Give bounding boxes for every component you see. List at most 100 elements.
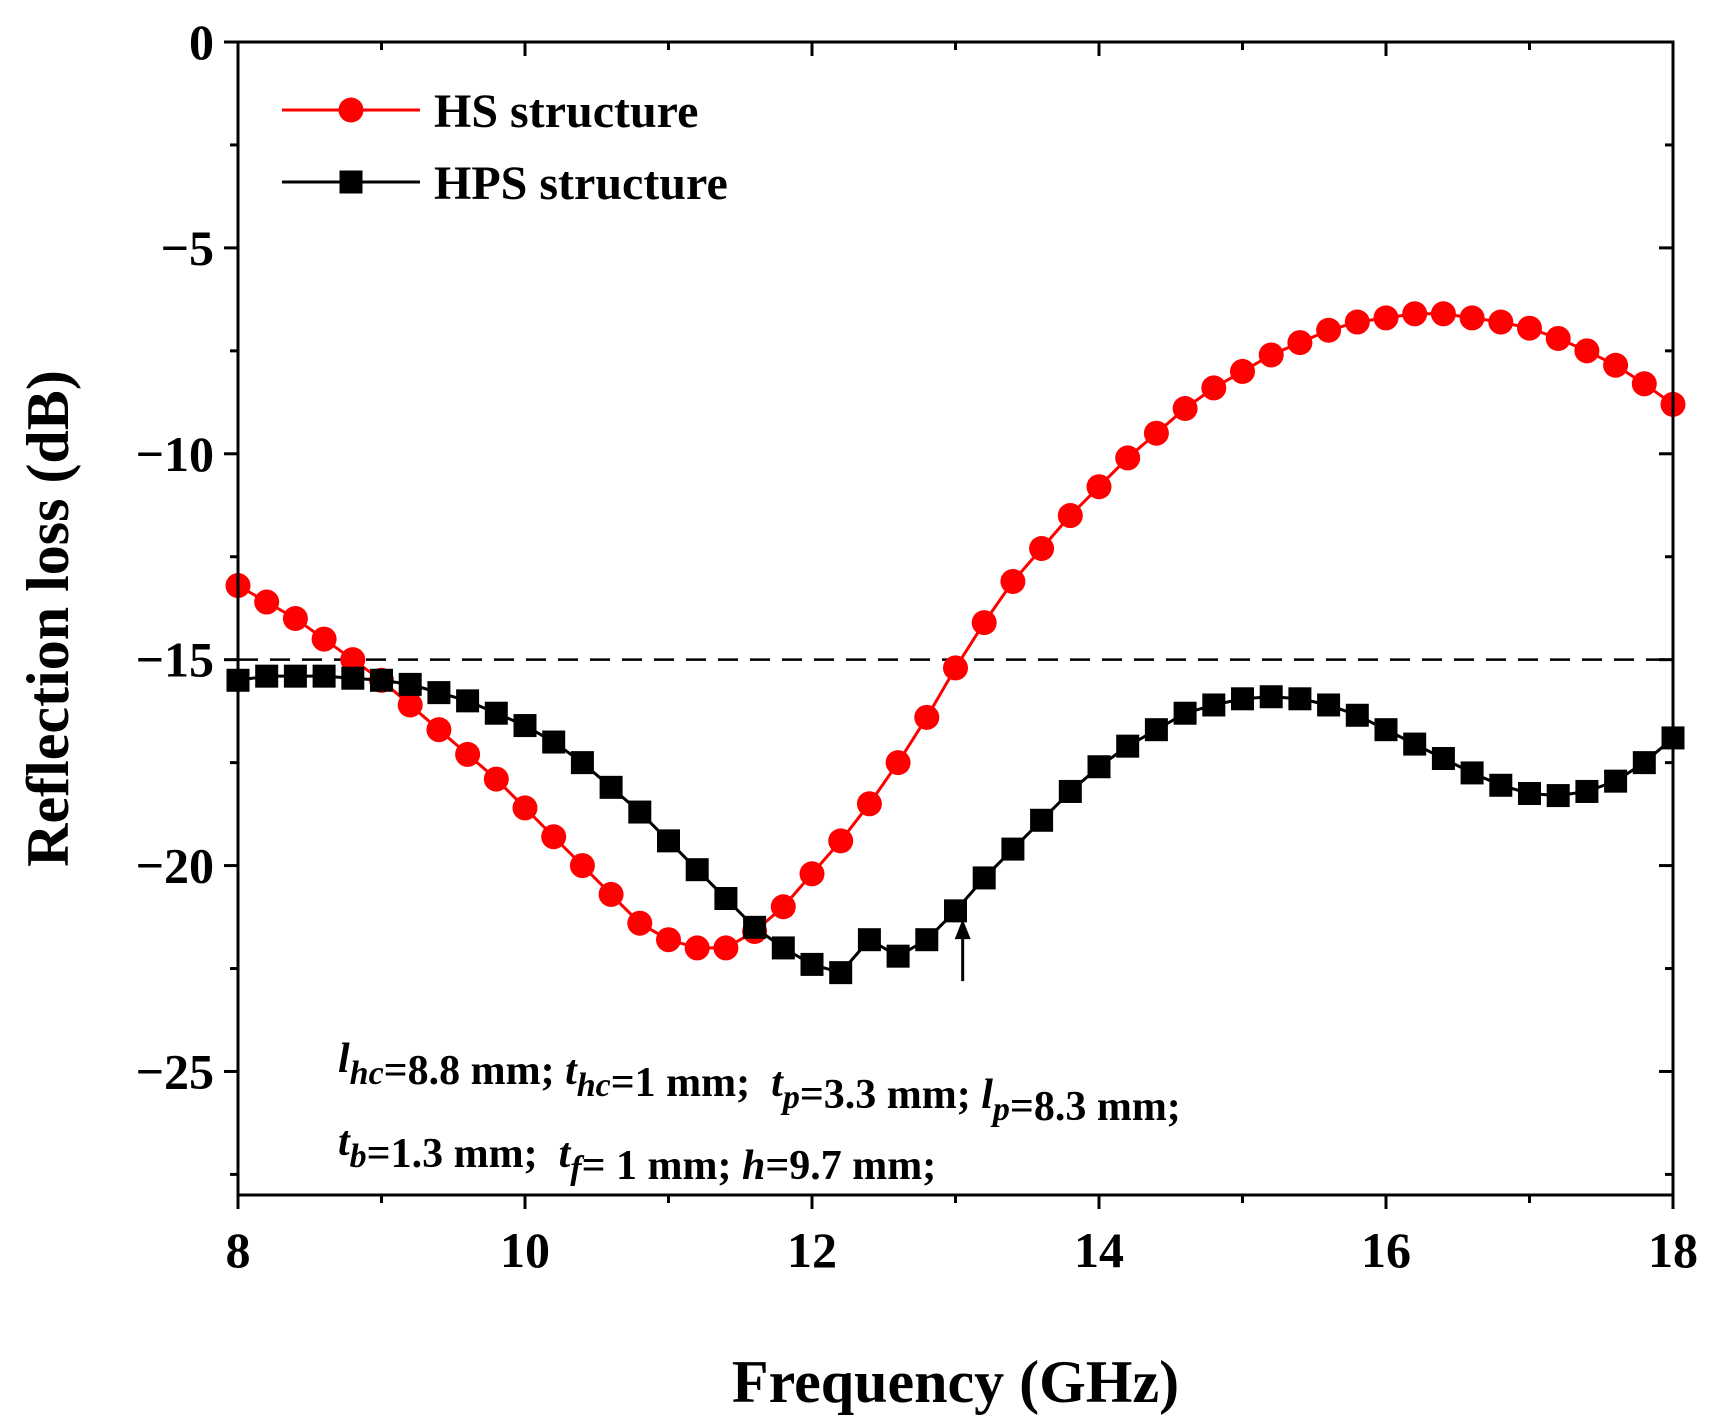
y-tick-label: −20 — [136, 838, 215, 894]
annotation-text-part: t — [771, 1060, 784, 1106]
data-point-circle — [1316, 317, 1342, 343]
data-point-circle — [770, 894, 796, 920]
data-point-circle — [656, 927, 681, 953]
data-point-square — [1374, 718, 1398, 742]
annotation-text-part: t — [559, 1131, 572, 1177]
data-point-square — [570, 751, 594, 775]
annotation-text-part: =9.7 mm; — [765, 1143, 936, 1189]
y-tick-label: 0 — [189, 14, 214, 70]
y-tick-label: −10 — [136, 426, 215, 482]
series-hps-structure — [226, 664, 1685, 985]
y-axis-title: Reflection loss (dB) — [15, 370, 81, 867]
x-tick-label: 14 — [1074, 1222, 1124, 1278]
parameter-annotation: lhc=8.8 mm; thc=1 mm; tp=3.3 mm; lp=8.3 … — [338, 919, 1181, 1189]
annotation-text-part: =8.3 mm; — [1010, 1084, 1181, 1130]
y-tick-label: −15 — [136, 632, 215, 688]
data-point-square — [1317, 693, 1341, 717]
data-point-square — [685, 858, 709, 882]
data-point-circle — [1086, 474, 1112, 500]
y-tick-label: −5 — [161, 220, 215, 276]
data-point-circle — [828, 828, 854, 854]
annotation-text-part: h — [742, 1143, 765, 1189]
data-point-square — [1030, 808, 1054, 832]
data-point-square — [599, 775, 623, 799]
legend-marker-circle — [338, 97, 364, 123]
data-point-circle — [1545, 325, 1571, 351]
data-point-square — [743, 915, 767, 939]
x-axis-title: Frequency (GHz) — [732, 1349, 1179, 1415]
data-point-square — [542, 730, 566, 754]
annotation-subscript: f — [570, 1150, 585, 1187]
annotation-text-part: = 1 mm; — [582, 1143, 742, 1189]
data-point-circle — [512, 795, 538, 821]
data-point-square — [1460, 761, 1484, 785]
data-point-square — [427, 681, 451, 705]
ticks: 8 10 12 14 16 18 0 −5 −10 −15 −20 −25 — [136, 14, 1699, 1278]
data-point-square — [857, 928, 881, 952]
annotation-text-part: =8.8 mm; — [384, 1048, 565, 1094]
data-point-square — [1116, 734, 1140, 758]
data-point-square — [1632, 751, 1656, 775]
annotation-text-part: l — [338, 1036, 350, 1082]
annotation-text-part: t — [565, 1048, 578, 1094]
data-point-square — [1288, 687, 1312, 711]
data-point-circle — [455, 741, 481, 767]
data-point-circle — [569, 853, 595, 879]
data-point-square — [312, 664, 336, 688]
data-point-circle — [1029, 535, 1055, 561]
data-point-square — [771, 936, 795, 960]
axes — [236, 40, 1675, 1197]
data-point-circle — [856, 791, 882, 817]
data-point-square — [972, 866, 996, 890]
data-point-circle — [1373, 305, 1399, 331]
annotation-subscript: b — [350, 1138, 367, 1175]
x-tick-label: 18 — [1648, 1222, 1698, 1278]
data-point-square — [513, 714, 537, 738]
data-point-circle — [885, 750, 911, 776]
data-point-square — [1058, 779, 1082, 803]
data-point-square — [915, 928, 939, 952]
data-point-square — [1231, 687, 1254, 711]
annotation-text-part: t — [338, 1119, 351, 1165]
data-point-square — [1518, 782, 1541, 806]
legend-marker-square — [339, 170, 363, 194]
data-point-circle — [1631, 371, 1657, 397]
x-tick-label: 10 — [500, 1222, 550, 1278]
data-point-circle — [1603, 352, 1629, 378]
data-point-circle — [1344, 309, 1370, 335]
data-point-circle — [1057, 503, 1083, 529]
data-point-square — [255, 664, 279, 688]
data-point-square — [1144, 718, 1168, 742]
data-point-square — [657, 829, 680, 853]
annotation-line-2: tb=1.3 mm; tf= 1 mm; h=9.7 mm; — [338, 1119, 936, 1189]
legend-label: HS structure — [434, 85, 698, 138]
data-point-circle — [311, 626, 337, 652]
annotation-line-1: lhc=8.8 mm; thc=1 mm; tp=3.3 mm; lp=8.3 … — [338, 1036, 1181, 1130]
annotation-subscript: p — [990, 1091, 1010, 1128]
data-point-circle — [340, 647, 366, 673]
data-point-square — [1489, 773, 1513, 797]
data-point-square — [456, 689, 480, 713]
annotation-text-part: l — [981, 1072, 993, 1118]
data-point-square — [484, 701, 508, 725]
data-point-square — [1173, 701, 1197, 725]
data-point-square — [1431, 747, 1455, 771]
data-point-square — [1202, 693, 1226, 717]
data-point-square — [1345, 703, 1369, 727]
data-point-circle — [1172, 395, 1198, 421]
y-tick-label: −25 — [136, 1043, 215, 1099]
series-line — [237, 674, 1674, 975]
legend: HS structure HPS structure — [282, 85, 728, 210]
data-point-circle — [1402, 301, 1428, 327]
data-point-square — [398, 672, 422, 696]
data-point-square — [886, 944, 910, 968]
data-point-square — [829, 961, 853, 985]
x-tick-label: 8 — [226, 1222, 251, 1278]
annotation-text-part: =1 mm; — [611, 1060, 771, 1106]
annotation-text-part: =3.3 mm; — [800, 1072, 981, 1118]
data-point-square — [1546, 784, 1570, 808]
annotation-subscript: hc — [350, 1055, 384, 1092]
plot-frame — [236, 40, 1675, 1197]
x-tick-label: 16 — [1361, 1222, 1411, 1278]
